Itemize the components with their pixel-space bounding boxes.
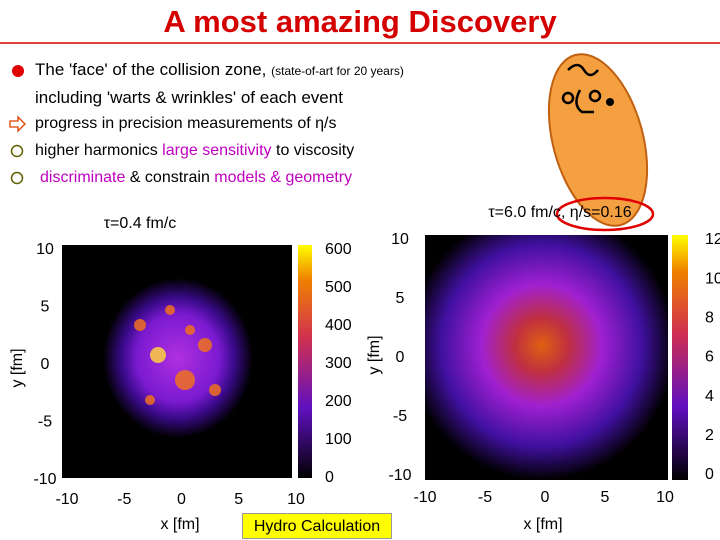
- x-tick-label: 0: [177, 491, 186, 508]
- bullet-note: (state-of-art for 20 years): [271, 64, 404, 78]
- x-tick-label: 10: [656, 489, 674, 506]
- colorbar-label: 4: [705, 388, 714, 405]
- x-tick-label: 10: [287, 491, 305, 508]
- bullet-line: including 'warts & wrinkles' of each eve…: [35, 88, 343, 107]
- colorbar-label: 600: [325, 241, 352, 258]
- colorbar-label: 12: [705, 231, 720, 248]
- y-tick-label: 5: [41, 299, 50, 316]
- face: [547, 53, 649, 227]
- x-tick-label: -5: [478, 489, 492, 506]
- x-tick-label: -10: [413, 489, 436, 506]
- colorbar-label: 0: [705, 466, 714, 483]
- y-tick-label: -5: [393, 408, 407, 425]
- y-tick-label: -10: [33, 471, 56, 488]
- colorbar-label: 100: [325, 431, 352, 448]
- y-tick-label: -5: [38, 414, 52, 431]
- bullet-dot: [12, 65, 24, 77]
- y-axis-label: y [fm]: [366, 335, 383, 374]
- highlight: large sensitivity: [162, 142, 272, 159]
- colorbar-label: 200: [325, 393, 352, 410]
- hot-spots: [134, 305, 221, 405]
- colorbar-label: 8: [705, 310, 714, 327]
- text: & constrain: [125, 169, 215, 186]
- y-tick-label: 0: [41, 356, 50, 373]
- highlight: discriminate: [40, 169, 126, 186]
- y-tick-label: 10: [36, 241, 54, 258]
- x-axis-label: x [fm]: [523, 516, 562, 533]
- bullet-arrow: [9, 115, 26, 133]
- colorbar-label: 500: [325, 279, 352, 296]
- colorbar-label: 0: [325, 469, 334, 486]
- bullet: higher harmonics large sensitivity to vi…: [35, 142, 354, 160]
- bullet-text: The 'face' of the collision zone,: [35, 60, 272, 79]
- y-tick-label: 0: [396, 349, 405, 366]
- x-tick-label: -5: [117, 491, 131, 508]
- panel-label: τ=0.4 fm/c: [104, 215, 177, 232]
- colorbar-right: [672, 235, 688, 480]
- highlight-ellipse: [555, 196, 655, 232]
- y-tick-label: 5: [396, 290, 405, 307]
- title: A most amazing Discovery: [163, 4, 557, 39]
- text: higher harmonics: [35, 142, 163, 159]
- y-tick-label: -10: [388, 467, 411, 484]
- heatmap-blob: [103, 278, 253, 438]
- x-axis-label: x [fm]: [160, 516, 199, 533]
- footer-box: Hydro Calculation: [242, 513, 392, 539]
- colorbar-label: 300: [325, 355, 352, 372]
- colorbar-left: [298, 245, 312, 478]
- colorbar-label: 400: [325, 317, 352, 334]
- y-axis-label: y [fm]: [9, 348, 26, 387]
- x-tick-label: -10: [55, 491, 78, 508]
- text: to viscosity: [271, 142, 355, 159]
- bullet: The 'face' of the collision zone, (state…: [35, 60, 404, 80]
- highlight: models & geometry: [214, 169, 353, 186]
- x-tick-label: 0: [541, 489, 550, 506]
- heatmap-right: [425, 235, 668, 480]
- bullet: discriminate & constrain models & geomet…: [40, 169, 352, 187]
- panel-label: τ=6.0 fm/c, η/s=0.16: [488, 204, 631, 221]
- colorbar-label: 2: [705, 427, 714, 444]
- bullet: progress in precision measurements of η/…: [35, 115, 337, 132]
- x-tick-label: 5: [234, 491, 243, 508]
- bullet-check: [10, 171, 24, 185]
- y-tick-label: 10: [391, 231, 409, 248]
- x-tick-label: 5: [601, 489, 610, 506]
- colorbar-label: 10: [705, 270, 720, 287]
- bullet-check: [10, 144, 24, 158]
- colorbar-label: 6: [705, 349, 714, 366]
